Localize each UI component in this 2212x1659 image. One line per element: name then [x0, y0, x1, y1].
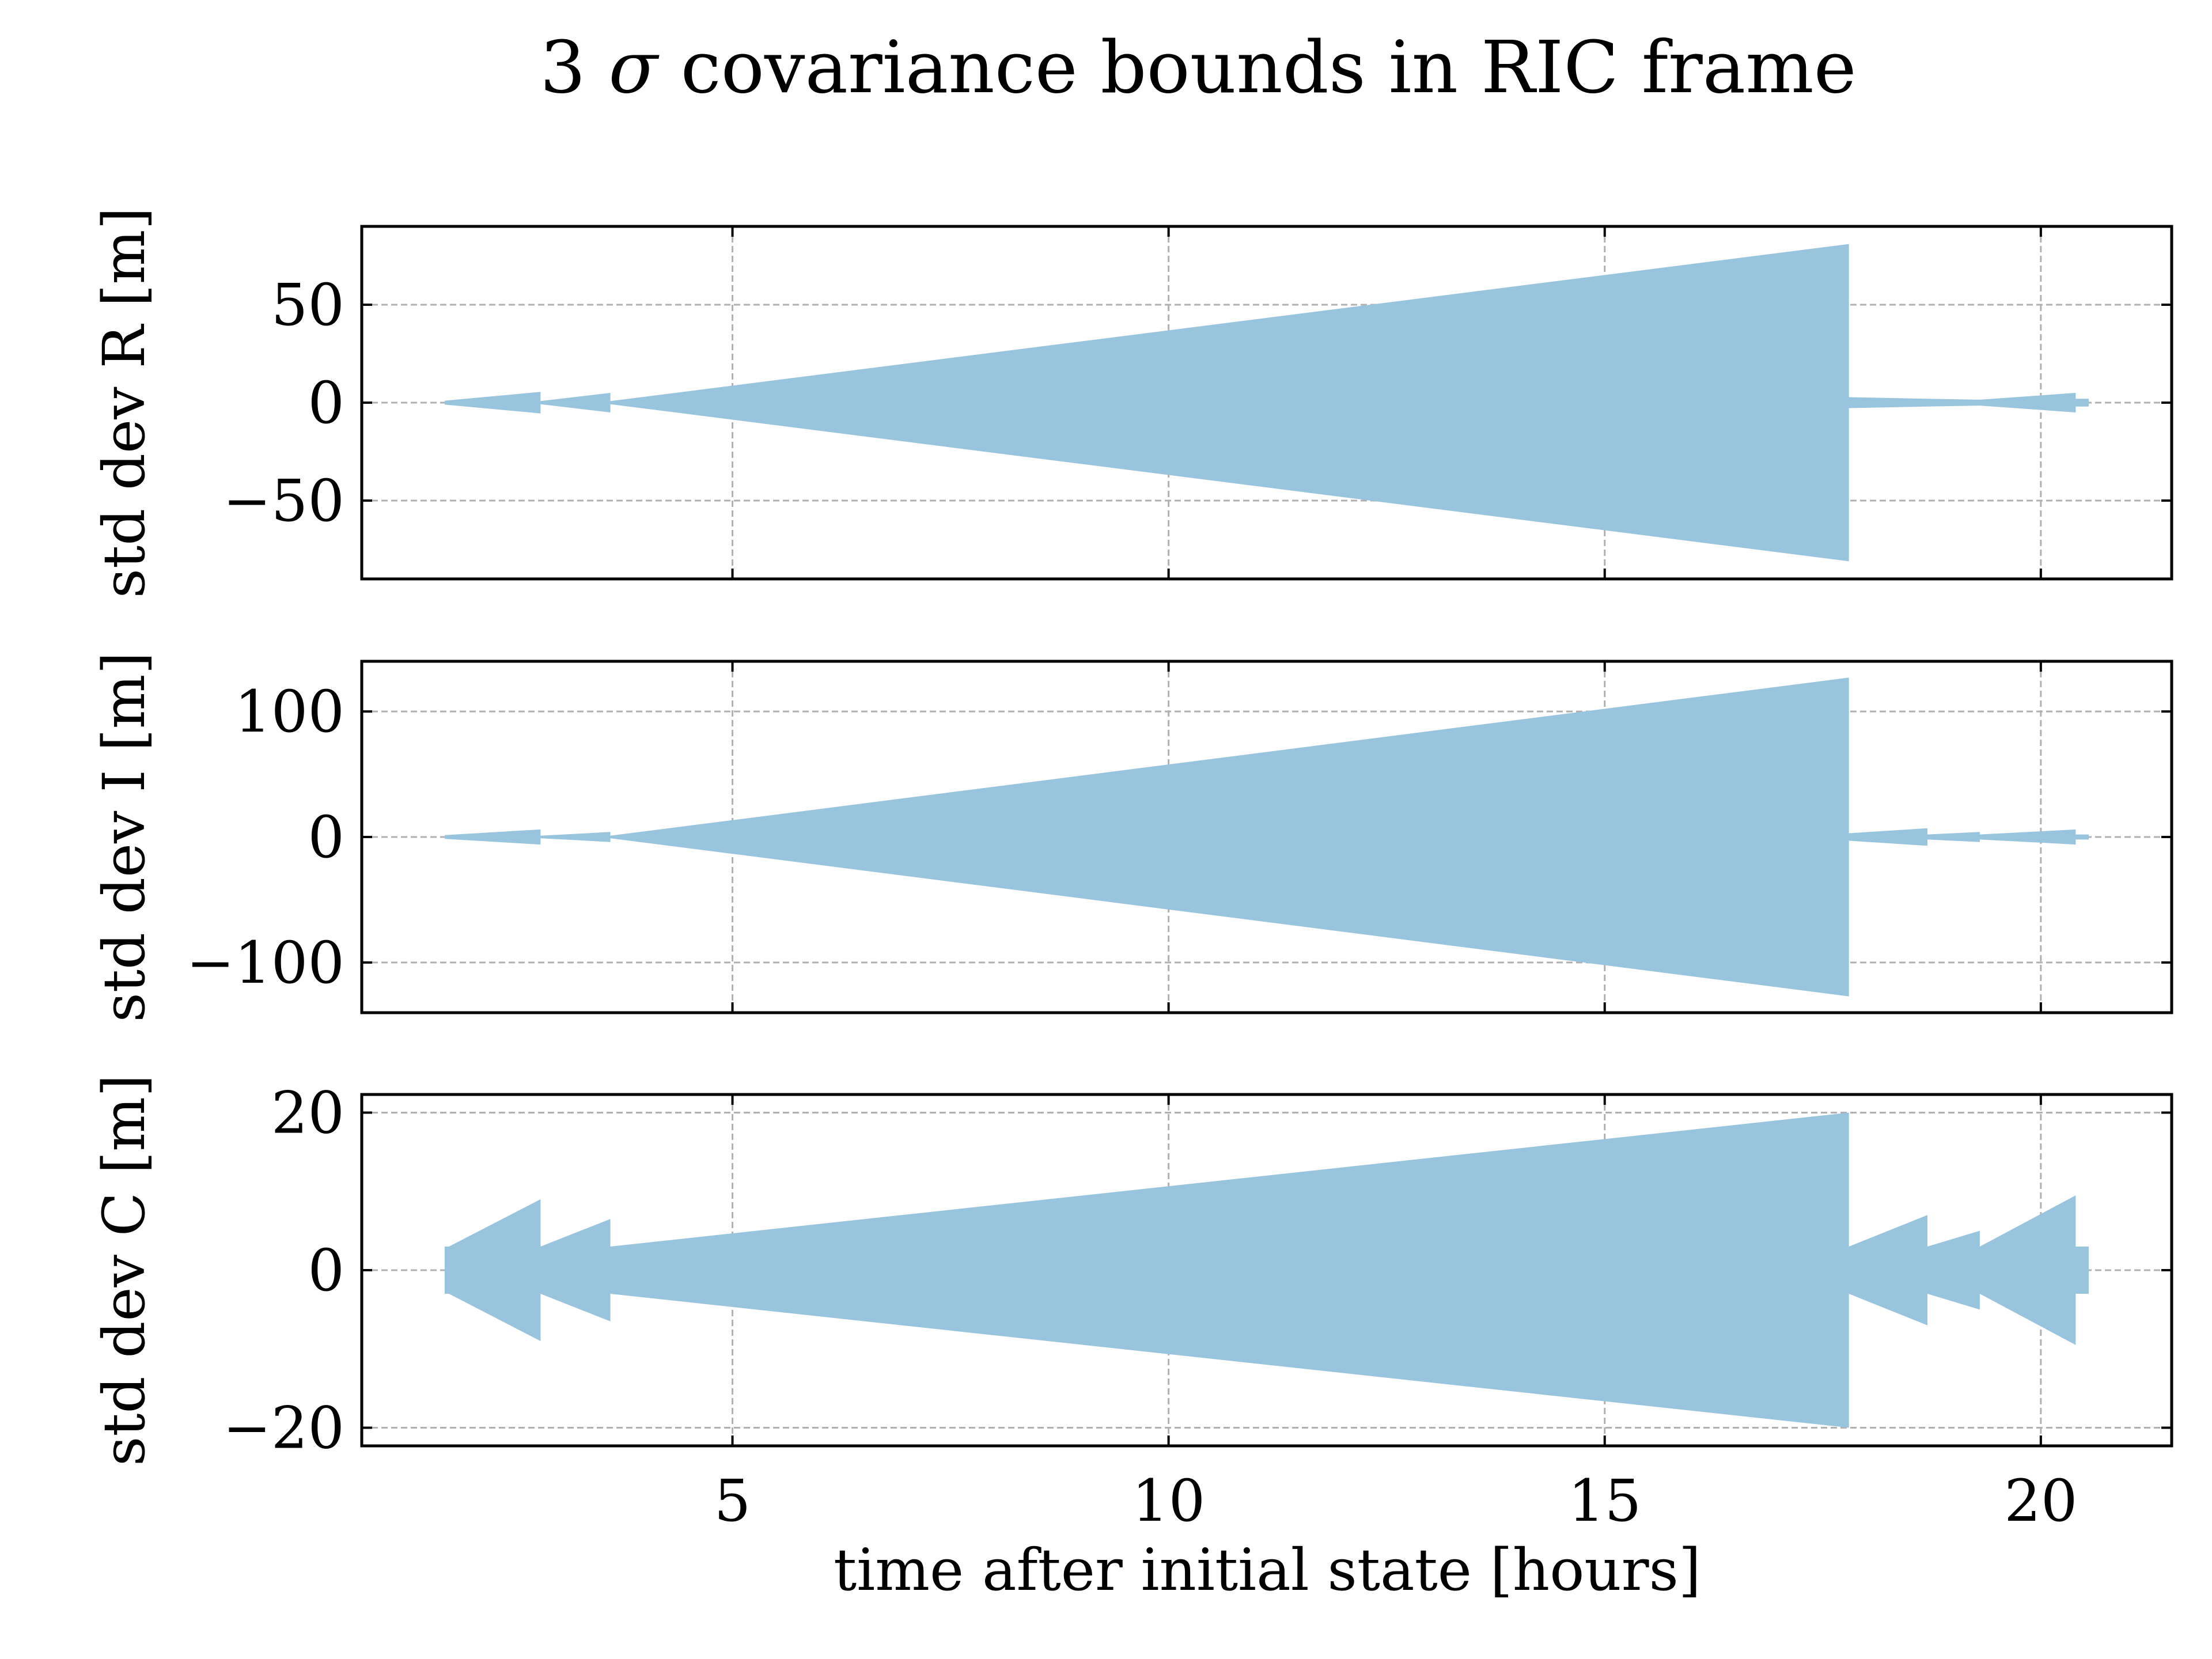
y-tick-label: 50	[271, 271, 344, 339]
covariance-band	[444, 1112, 2089, 1428]
y-tick-label: 0	[308, 804, 344, 871]
covariance-band	[444, 244, 2089, 562]
y-tick-label: 0	[308, 369, 344, 437]
y-axis-label: std dev I [m]	[90, 652, 158, 1022]
y-tick-label: −20	[223, 1395, 344, 1462]
y-tick-label: 20	[271, 1079, 344, 1146]
x-tick-label: 10	[1132, 1467, 1205, 1535]
figure-title: 3 σ covariance bounds in RIC frame	[540, 26, 1857, 109]
y-tick-label: −50	[223, 467, 344, 535]
x-tick-label: 5	[714, 1467, 751, 1535]
y-axis-label: std dev R [m]	[90, 207, 158, 599]
covariance-band	[444, 677, 2089, 997]
x-tick-label: 20	[2004, 1467, 2077, 1535]
y-axis-label: std dev C [m]	[90, 1074, 158, 1466]
axes-panel-3: −20 0 20 5 10 15 20 std dev C [m]	[90, 1074, 2173, 1535]
title-rest: covariance bounds in RIC frame	[681, 26, 1857, 109]
axes-panel-2: −100 0 100 std dev I [m]	[90, 652, 2173, 1022]
x-axis-label: time after initial state [hours]	[834, 1536, 1701, 1604]
y-tick-label: 0	[308, 1237, 344, 1304]
axes-panel-1: −50 0 50 std dev R [m]	[90, 207, 2173, 599]
y-tick-label: −100	[186, 929, 344, 997]
title-prefix: 3	[540, 26, 586, 109]
x-tick-label: 15	[1568, 1467, 1641, 1535]
y-tick-label: 100	[234, 678, 344, 745]
title-sigma: σ	[609, 26, 660, 109]
